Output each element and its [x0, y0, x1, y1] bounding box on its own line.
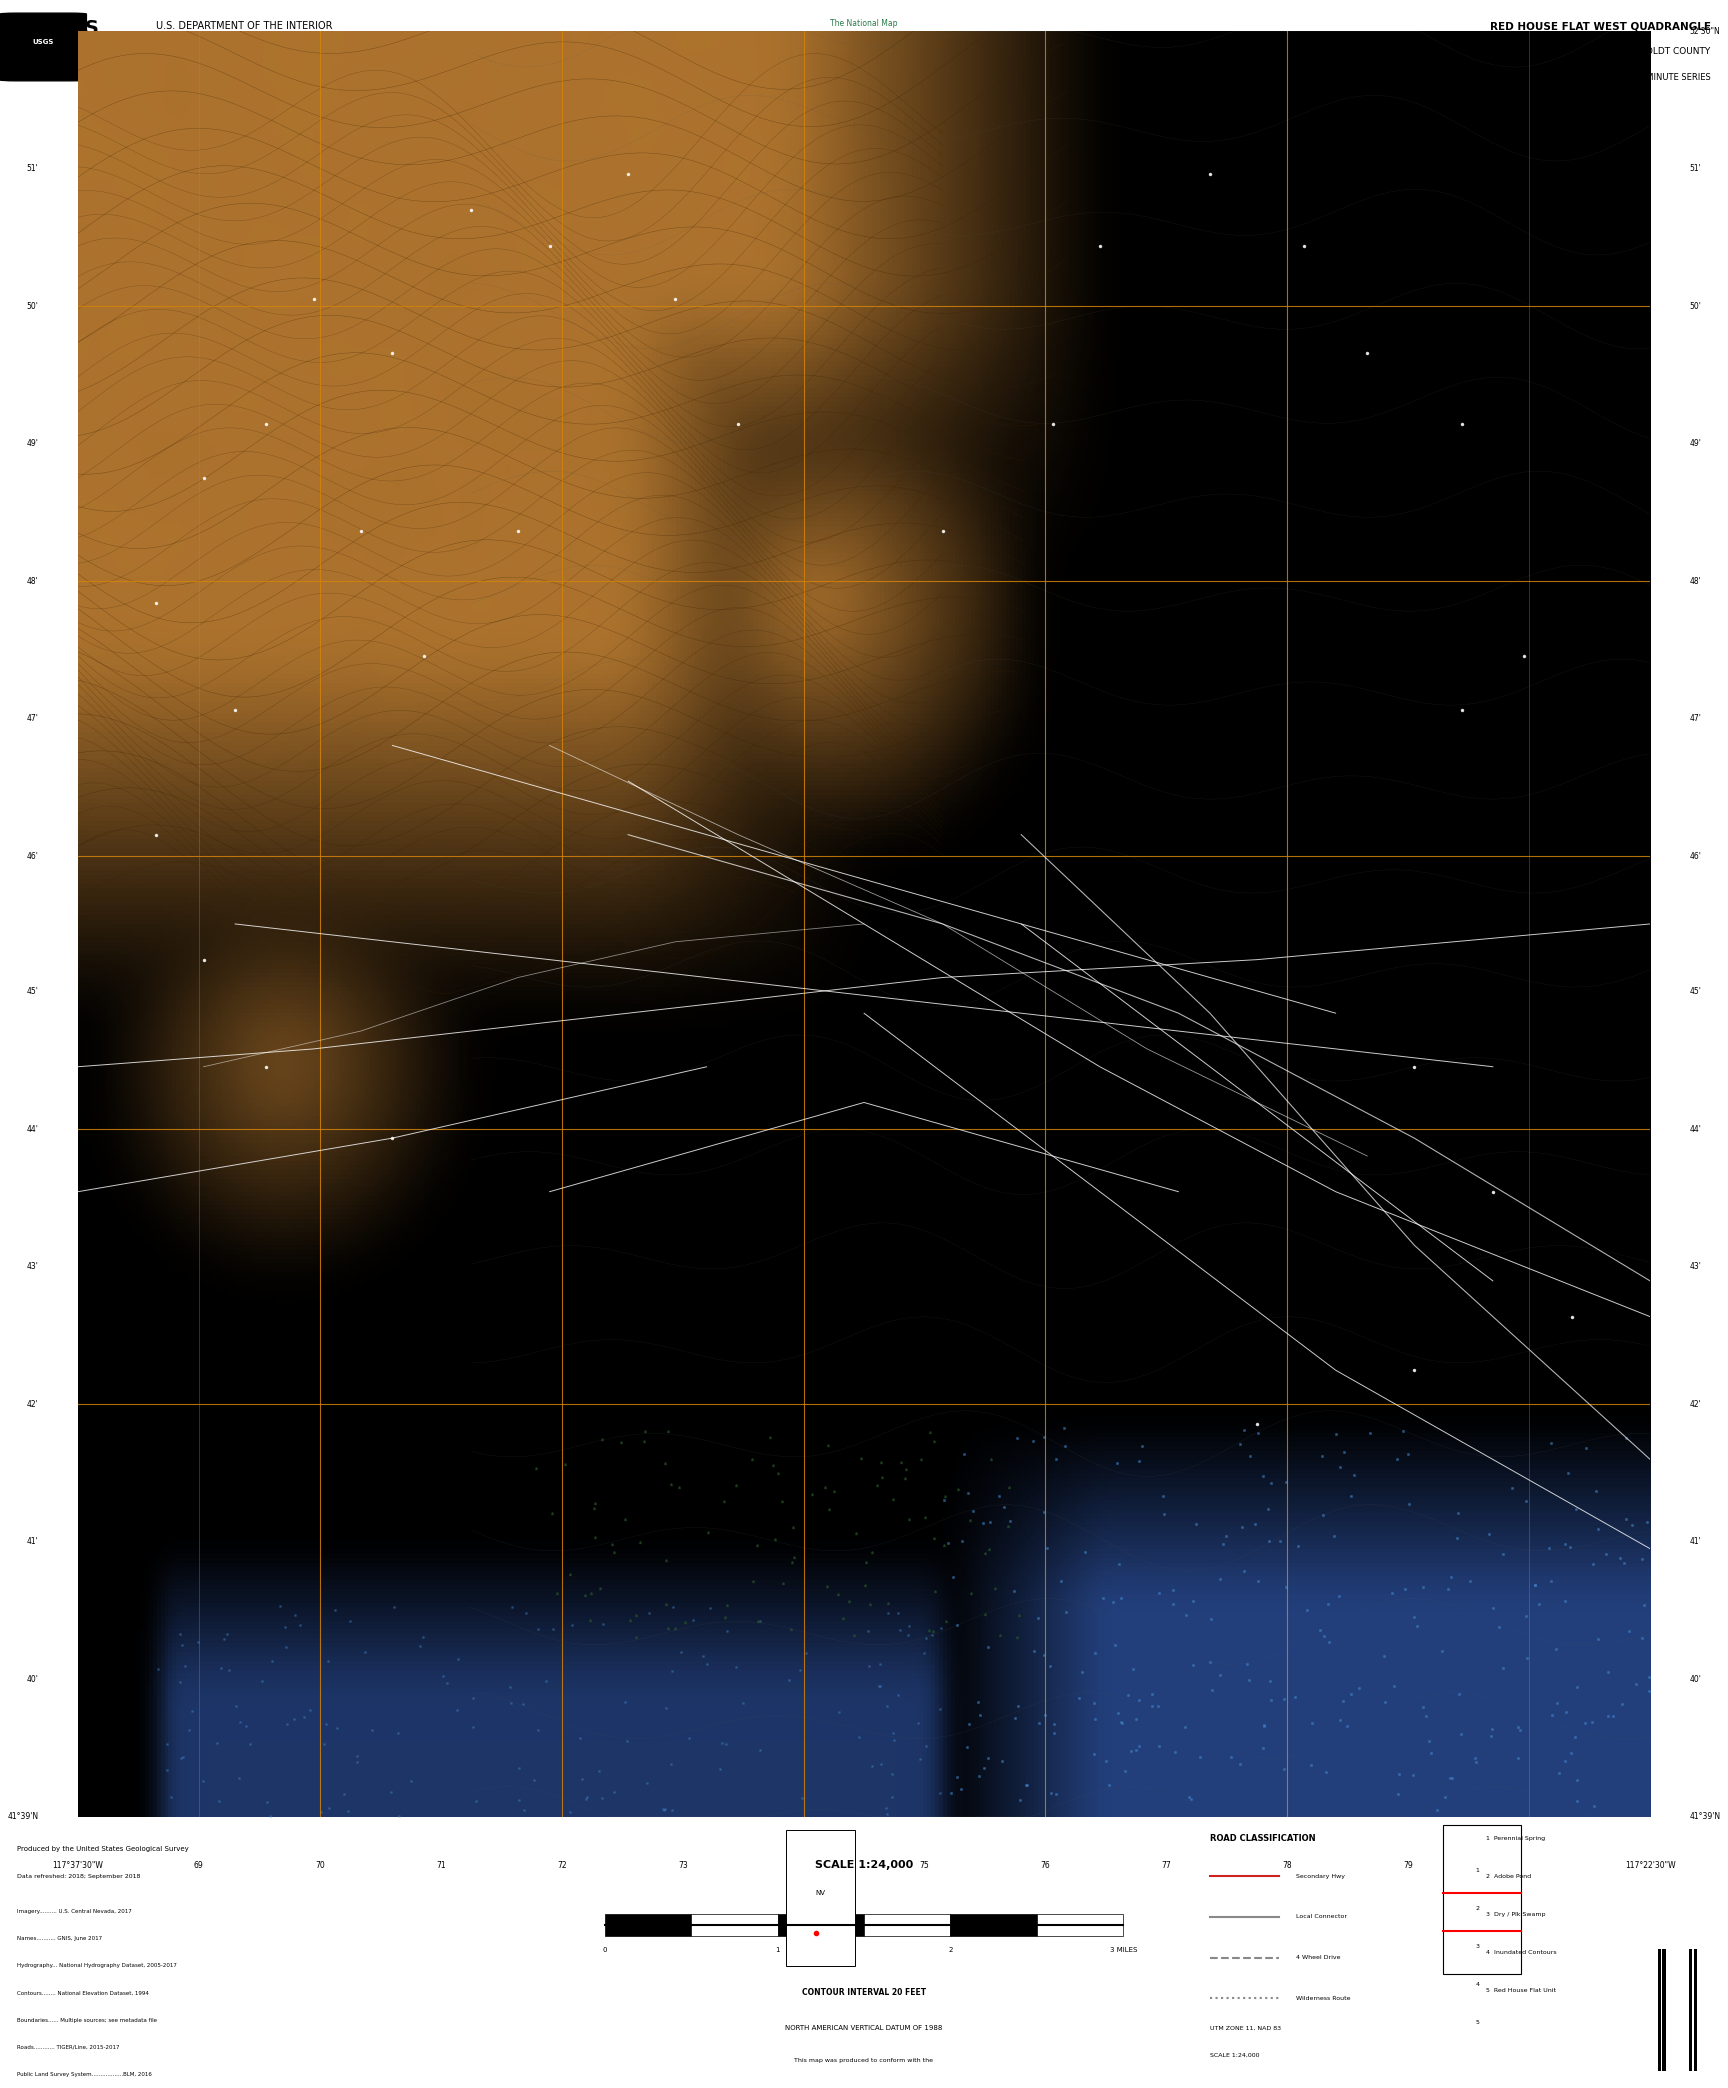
Text: 46': 46'	[26, 852, 38, 860]
Text: 42': 42'	[1690, 1399, 1702, 1409]
Text: 71: 71	[435, 1860, 446, 1871]
Text: Public Land Survey System..................BLM, 2016: Public Land Survey System...............…	[17, 2071, 152, 2078]
Text: Names........... GNIS, June 2017: Names........... GNIS, June 2017	[17, 1936, 102, 1942]
Text: 49': 49'	[26, 438, 38, 449]
Text: 2: 2	[1476, 1906, 1479, 1911]
Text: Hydrography... National Hydrography Dataset, 2005-2017: Hydrography... National Hydrography Data…	[17, 1963, 178, 1969]
Text: Local Connector: Local Connector	[1296, 1915, 1348, 1919]
Text: 4 Wheel Drive: 4 Wheel Drive	[1296, 1954, 1341, 1961]
Text: 50': 50'	[26, 303, 38, 311]
Text: ROAD CLASSIFICATION: ROAD CLASSIFICATION	[1210, 1833, 1315, 1844]
Text: 40': 40'	[1690, 1675, 1702, 1683]
Text: 48': 48'	[26, 576, 38, 585]
Bar	[1693, 1948, 1697, 2071]
Text: 3  Dry / Plk Swamp: 3 Dry / Plk Swamp	[1486, 1913, 1545, 1917]
Text: 46': 46'	[1690, 852, 1702, 860]
Text: CONTOUR INTERVAL 20 FEET: CONTOUR INTERVAL 20 FEET	[802, 1988, 926, 1998]
Text: The National Map: The National Map	[829, 19, 899, 27]
Text: 40': 40'	[26, 1675, 38, 1683]
Text: USGS: USGS	[40, 19, 98, 38]
Text: 2: 2	[949, 1946, 952, 1952]
Text: 72: 72	[556, 1860, 567, 1871]
Text: U.S. DEPARTMENT OF THE INTERIOR: U.S. DEPARTMENT OF THE INTERIOR	[156, 21, 332, 31]
Text: 75: 75	[919, 1860, 928, 1871]
Text: 41°39'N: 41°39'N	[1690, 1812, 1721, 1821]
Text: 7.5-MINUTE SERIES: 7.5-MINUTE SERIES	[1630, 73, 1711, 81]
Text: 48': 48'	[1690, 576, 1702, 585]
FancyBboxPatch shape	[0, 13, 86, 81]
Text: 41': 41'	[1690, 1537, 1702, 1545]
Text: 79: 79	[1403, 1860, 1414, 1871]
Text: Wilderness Route: Wilderness Route	[1296, 1996, 1351, 2000]
Text: 41': 41'	[26, 1537, 38, 1545]
Bar	[950, 1915, 1037, 1936]
Text: 1  Perennial Spring: 1 Perennial Spring	[1486, 1835, 1545, 1842]
Text: Boundaries...... Multiple sources; see metadata file: Boundaries...... Multiple sources; see m…	[17, 2017, 157, 2023]
Text: RED HOUSE FLAT WEST QUADRANGLE: RED HOUSE FLAT WEST QUADRANGLE	[1490, 21, 1711, 31]
Text: 0: 0	[603, 1946, 607, 1952]
Bar	[778, 1915, 864, 1936]
Bar	[691, 1915, 778, 1936]
Text: 5: 5	[1476, 2021, 1479, 2025]
Text: 3: 3	[1476, 1944, 1479, 1950]
Bar	[786, 1829, 855, 1967]
Text: Produced by the United States Geological Survey: Produced by the United States Geological…	[17, 1846, 188, 1852]
Text: 70: 70	[314, 1860, 325, 1871]
Text: 2  Adobe Pond: 2 Adobe Pond	[1486, 1873, 1531, 1879]
Bar	[1037, 1915, 1123, 1936]
Text: 45': 45'	[26, 988, 38, 996]
Text: 51': 51'	[26, 165, 38, 173]
Text: 3 MILES: 3 MILES	[1109, 1946, 1137, 1952]
Text: 4: 4	[1476, 1982, 1479, 1988]
Text: SCALE 1:24,000: SCALE 1:24,000	[1210, 2053, 1260, 2059]
Text: 73: 73	[679, 1860, 688, 1871]
Bar	[1443, 1825, 1521, 1973]
Text: US Topo: US Topo	[829, 54, 899, 69]
Text: 78: 78	[1282, 1860, 1293, 1871]
Text: 1: 1	[1476, 1869, 1479, 1873]
Text: 44': 44'	[1690, 1125, 1702, 1134]
Text: 69: 69	[194, 1860, 204, 1871]
Text: 76: 76	[1040, 1860, 1049, 1871]
Bar	[1657, 1948, 1661, 2071]
Text: NORTH AMERICAN VERTICAL DATUM OF 1988: NORTH AMERICAN VERTICAL DATUM OF 1988	[785, 2025, 943, 2032]
Bar	[1662, 1948, 1666, 2071]
Text: Roads............ TIGER/Line, 2015-2017: Roads............ TIGER/Line, 2015-2017	[17, 2044, 119, 2050]
Text: SCALE 1:24,000: SCALE 1:24,000	[816, 1860, 912, 1871]
Text: 51': 51'	[1690, 165, 1702, 173]
Text: Data refreshed: 2018; September 2018: Data refreshed: 2018; September 2018	[17, 1873, 140, 1879]
Text: 45': 45'	[1690, 988, 1702, 996]
Text: 42': 42'	[26, 1399, 38, 1409]
Text: NEVADA - HUMBOLDT COUNTY: NEVADA - HUMBOLDT COUNTY	[1574, 48, 1711, 56]
Text: 117°37'30"W: 117°37'30"W	[52, 1860, 104, 1871]
Text: 117°22'30"W: 117°22'30"W	[1624, 1860, 1676, 1871]
Text: Imagery.......... U.S. Central Nevada, 2017: Imagery.......... U.S. Central Nevada, 2…	[17, 1908, 131, 1915]
Text: 47': 47'	[26, 714, 38, 722]
Bar	[605, 1915, 691, 1936]
Text: 50': 50'	[1690, 303, 1702, 311]
Text: NV: NV	[816, 1890, 826, 1896]
Text: 5  Red House Flat Unit: 5 Red House Flat Unit	[1486, 1988, 1557, 1992]
Text: This map was produced to conform with the: This map was produced to conform with th…	[795, 2059, 933, 2063]
Text: U.S. GEOLOGICAL SURVEY: U.S. GEOLOGICAL SURVEY	[156, 56, 282, 67]
Text: 77: 77	[1161, 1860, 1172, 1871]
Bar	[864, 1915, 950, 1936]
Text: 49': 49'	[1690, 438, 1702, 449]
Text: 41°39'N: 41°39'N	[7, 1812, 38, 1821]
Text: UTM ZONE 11, NAD 83: UTM ZONE 11, NAD 83	[1210, 2025, 1280, 2032]
Text: USGS: USGS	[33, 40, 54, 46]
Text: 74: 74	[800, 1860, 809, 1871]
Text: 4  Inundated Contours: 4 Inundated Contours	[1486, 1950, 1557, 1954]
Text: 47': 47'	[1690, 714, 1702, 722]
Text: 43': 43'	[1690, 1263, 1702, 1272]
Text: 43': 43'	[26, 1263, 38, 1272]
Text: 52'30"N: 52'30"N	[7, 27, 38, 35]
Text: 52'30"N: 52'30"N	[1690, 27, 1721, 35]
Text: Secondary Hwy: Secondary Hwy	[1296, 1873, 1344, 1879]
Text: 1: 1	[776, 1946, 779, 1952]
Text: Contours........ National Elevation Dataset, 1994: Contours........ National Elevation Data…	[17, 1990, 149, 1996]
Bar	[1690, 1948, 1692, 2071]
Text: 44': 44'	[26, 1125, 38, 1134]
